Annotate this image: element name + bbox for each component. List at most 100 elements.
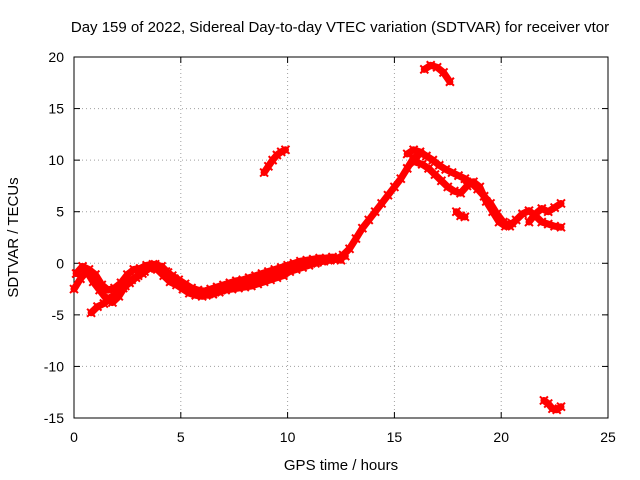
data-point <box>549 202 560 213</box>
data-point <box>411 157 421 167</box>
data-point <box>265 275 276 285</box>
data-point <box>263 266 274 277</box>
series-track-h <box>419 60 455 87</box>
data-point <box>417 159 427 169</box>
data-point <box>214 287 224 297</box>
data-point <box>500 221 511 231</box>
data-point <box>460 212 470 222</box>
data-point <box>364 215 374 225</box>
data-point <box>304 260 314 271</box>
data-point <box>434 160 444 171</box>
data-point <box>460 174 470 184</box>
series-track-d <box>259 145 291 178</box>
y-tick-label: -10 <box>44 358 64 374</box>
y-tick-label: -15 <box>44 410 64 426</box>
data-point <box>487 207 498 217</box>
data-point <box>440 164 451 175</box>
data-point <box>92 301 103 312</box>
x-tick-label: 10 <box>280 429 296 445</box>
data-point <box>252 279 263 289</box>
data-point <box>280 145 291 155</box>
data-point <box>244 273 254 283</box>
data-point <box>263 161 274 172</box>
data-point <box>259 167 269 178</box>
data-point <box>278 270 289 281</box>
data-point <box>475 182 485 192</box>
y-tick-label: -5 <box>52 307 65 323</box>
data-point <box>272 273 282 283</box>
data-point <box>188 287 199 297</box>
data-point <box>419 64 430 75</box>
y-tick-label: 0 <box>56 255 64 271</box>
data-point <box>543 207 553 217</box>
data-point <box>69 284 79 294</box>
series-track-c <box>86 254 346 318</box>
x-axis-label: GPS time / hours <box>284 457 398 474</box>
y-tick-label: 15 <box>48 101 64 117</box>
series-track-i <box>451 207 470 222</box>
data-point <box>310 258 321 268</box>
x-tick-label: 25 <box>600 429 616 445</box>
axis-ticks: 0 5 10 15 20 25 -15 -10 -5 0 5 10 15 20 <box>44 49 616 445</box>
data-point <box>556 222 566 232</box>
series-track-j <box>539 395 566 415</box>
data-point <box>351 233 361 244</box>
data-point <box>376 198 387 209</box>
x-tick-label: 15 <box>387 429 403 445</box>
grid <box>74 57 608 418</box>
data-point <box>344 244 355 254</box>
y-tick-label: 10 <box>48 152 64 168</box>
data-point <box>357 223 368 233</box>
data-point <box>71 268 81 279</box>
data-point <box>438 67 449 78</box>
y-tick-label: 5 <box>56 204 64 220</box>
data-point <box>257 268 267 279</box>
series-track-b <box>71 251 350 296</box>
data-point <box>259 277 269 287</box>
data-point <box>481 196 491 207</box>
data-point <box>426 60 436 70</box>
data-point <box>389 182 400 192</box>
data-point <box>524 217 534 227</box>
data-point <box>182 283 192 293</box>
data-point <box>402 163 412 174</box>
data-point <box>453 170 464 181</box>
series-track-g <box>524 198 566 227</box>
data-points <box>69 60 566 415</box>
data-point <box>90 269 101 280</box>
data-point <box>421 151 432 161</box>
data-point <box>285 266 295 277</box>
data-point <box>297 262 308 273</box>
data-point <box>176 279 186 289</box>
data-point <box>276 262 286 273</box>
data-point <box>447 167 457 178</box>
data-point <box>443 182 453 192</box>
data-point <box>556 198 566 209</box>
data-point <box>103 285 113 295</box>
data-point <box>238 275 248 285</box>
data-point <box>402 149 412 159</box>
data-point <box>494 217 504 227</box>
data-point <box>537 203 547 214</box>
data-point <box>445 77 455 87</box>
data-point <box>455 188 466 198</box>
data-point <box>408 145 419 155</box>
data-point <box>415 147 425 157</box>
x-tick-label: 5 <box>177 429 185 445</box>
data-point <box>144 263 154 274</box>
data-point <box>370 207 380 217</box>
data-point <box>208 289 218 299</box>
data-point <box>383 190 393 200</box>
data-point <box>77 261 88 272</box>
data-point <box>246 281 256 291</box>
data-point <box>462 181 472 191</box>
data-point <box>507 218 517 228</box>
y-tick-label: 20 <box>48 49 64 65</box>
series-track-f <box>411 157 517 231</box>
data-point <box>291 264 301 275</box>
data-point <box>150 259 160 270</box>
y-axis-label: SDTVAR / TECUs <box>5 177 22 297</box>
data-point <box>396 174 406 184</box>
data-point <box>270 264 280 275</box>
